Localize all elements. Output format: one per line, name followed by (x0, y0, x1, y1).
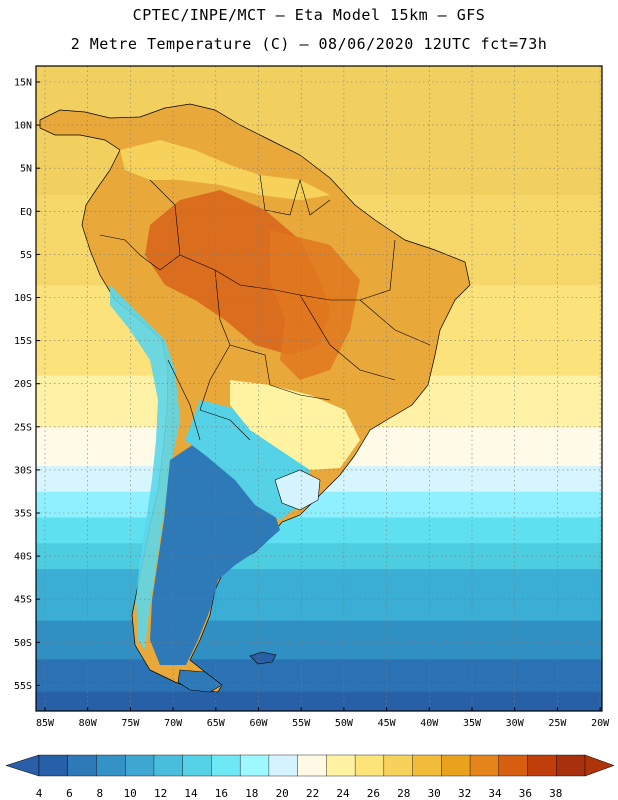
colorbar-segment (326, 754, 356, 777)
region-central-hot (270, 230, 360, 380)
lon-tick-label: 25W (548, 718, 567, 729)
region-caribbean-coast (120, 140, 330, 200)
colorbar-segment (153, 754, 184, 777)
lat-tick-label: 5S (20, 250, 32, 261)
country-borders (99, 174, 431, 441)
colorbar-segment (469, 754, 500, 777)
lat-tick-label: 20S (14, 379, 32, 390)
lat-tick-label: 10N (14, 121, 32, 132)
lon-tick-label: 75W (121, 718, 140, 729)
colorbar-left-arrow (5, 754, 40, 777)
lon-tick-label: 40W (420, 718, 439, 729)
lon-tick-label: 20W (591, 718, 610, 729)
lat-tick-label: 35S (14, 509, 32, 520)
colorbar-label: 20 (276, 787, 289, 800)
colorbar-label: 12 (154, 787, 167, 800)
colorbar-segment (441, 754, 471, 777)
colorbar-segment (527, 754, 557, 777)
lat-tick-label: 15S (14, 336, 32, 347)
longitude-axis: 85W 80W 75W 70W 65W 60W 55W 50W 45W 40W 35W 30W 25W 2… (36, 707, 610, 729)
colorbar-segment (211, 754, 241, 777)
ocean-band-5c (36, 691, 602, 711)
colorbar-label: 18 (245, 787, 258, 800)
region-patagonia-cold (150, 440, 280, 665)
ocean-band-11c (36, 569, 602, 622)
lat-tick-label: 30S (14, 465, 32, 476)
colorbar-segment (556, 754, 586, 777)
colorbar-label: 30 (428, 787, 441, 800)
colorbar-label: 6 (66, 787, 73, 800)
ocean-band-7c (36, 659, 602, 693)
lon-tick-label: 30W (506, 718, 525, 729)
colorbar-label: 26 (367, 787, 380, 800)
lat-tick-label: 5N (20, 164, 32, 175)
map-frame (35, 65, 603, 712)
colorbar-segment (67, 754, 97, 777)
lon-tick-label: 70W (164, 718, 183, 729)
colorbar-segment (297, 754, 327, 777)
colorbar-label: 22 (306, 787, 319, 800)
ocean-band-15c (36, 517, 602, 545)
colorbar-label: 32 (458, 787, 471, 800)
falkland-islands (249, 651, 277, 665)
colorbar-segment (96, 754, 126, 777)
colorbar-segment (38, 754, 69, 777)
region-south-brazil (230, 380, 360, 470)
lat-tick-label: 55S (14, 681, 32, 692)
lat-tick-label: 25S (14, 422, 32, 433)
lon-tick-label: 85W (36, 718, 55, 729)
region-andes-cool (110, 285, 180, 650)
lat-tick-label: EQ (20, 207, 32, 218)
latitude-axis: 15N 10N 5N EQ 5S 10S 15S 20S 25S 30S 35S 40S 45S 50S 5… (14, 78, 40, 692)
colorbar: 4 6 8 10 12 14 16 18 20 22 24 26 28 30 32 34 36 38 (5, 754, 615, 800)
region-uruguay (274, 469, 321, 511)
colorbar-segment (125, 754, 155, 777)
chart-title-line2: 2 Metre Temperature (C) – 08/06/2020 12U… (70, 35, 548, 53)
colorbar-segment (239, 754, 270, 777)
colorbar-segment (354, 754, 385, 777)
lat-tick-label: 45S (14, 595, 32, 606)
chart-title-line1: CPTEC/INPE/MCT – Eta Model 15km – GFS (132, 6, 486, 24)
lon-tick-label: 45W (378, 718, 397, 729)
lon-tick-label: 35W (463, 718, 482, 729)
colorbar-segment (268, 754, 299, 777)
colorbar-segment (182, 754, 212, 777)
lat-tick-label: 10S (14, 293, 32, 304)
colorbar-label: 10 (124, 787, 137, 800)
lat-tick-label: 15N (14, 78, 32, 89)
ocean-band-13c (36, 543, 602, 571)
lon-tick-label: 50W (335, 718, 354, 729)
colorbar-label: 34 (488, 787, 502, 800)
lat-tick-label: 40S (14, 552, 32, 563)
lat-tick-label: 50S (14, 638, 32, 649)
colorbar-segment (498, 754, 529, 777)
colorbar-segment (412, 754, 442, 777)
tierra-del-fuego (177, 669, 223, 693)
colorbar-label: 36 (519, 787, 532, 800)
map-area (36, 66, 602, 711)
lon-tick-label: 55W (292, 718, 311, 729)
colorbar-label: 14 (184, 787, 198, 800)
colorbar-label: 8 (96, 787, 103, 800)
colorbar-label: 28 (397, 787, 410, 800)
lon-tick-label: 60W (249, 718, 268, 729)
ocean-band-9c (36, 620, 602, 661)
colorbar-right-arrow (584, 754, 615, 777)
colorbar-label: 4 (36, 787, 43, 800)
lon-tick-label: 80W (79, 718, 98, 729)
lon-tick-label: 65W (207, 718, 226, 729)
colorbar-label: 16 (215, 787, 228, 800)
colorbar-label: 24 (336, 787, 350, 800)
colorbar-segment (383, 754, 414, 777)
colorbar-label: 38 (549, 787, 562, 800)
